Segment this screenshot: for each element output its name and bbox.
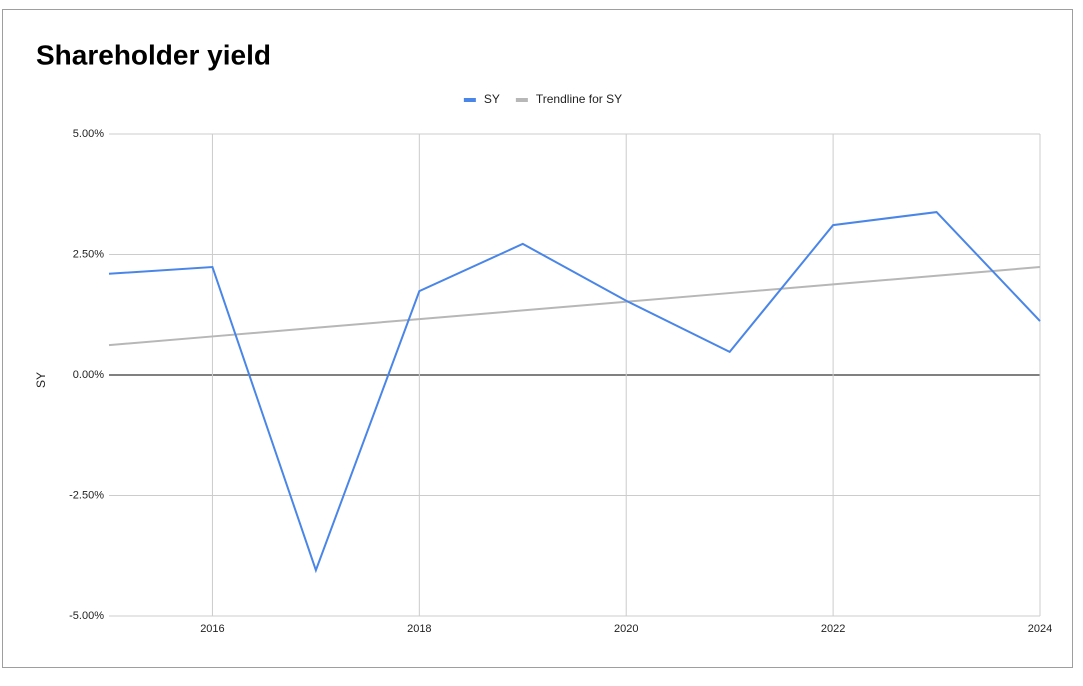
- legend-label: Trendline for SY: [536, 92, 622, 106]
- chart-title: Shareholder yield: [36, 39, 271, 70]
- x-tick-label: 2020: [614, 623, 638, 635]
- y-axis-title: SY: [34, 372, 48, 388]
- series-line: [108, 211, 1041, 574]
- y-tick-label: 2.50%: [73, 248, 104, 260]
- y-tick-label: -5.00%: [69, 610, 104, 622]
- series-line: [108, 266, 1041, 347]
- x-tick-label: 2022: [821, 623, 845, 635]
- y-tick-label: 0.00%: [73, 369, 104, 381]
- chart-border: [2, 9, 1073, 668]
- legend: SY Trendline for SY: [463, 92, 622, 106]
- legend-label: SY: [484, 92, 500, 106]
- x-tick-label: 2018: [407, 623, 431, 635]
- x-tick-label: 2016: [200, 623, 224, 635]
- y-tick-label: 5.00%: [73, 128, 104, 140]
- x-tick-label: 2024: [1028, 623, 1052, 635]
- y-tick-label: -2.50%: [69, 489, 104, 501]
